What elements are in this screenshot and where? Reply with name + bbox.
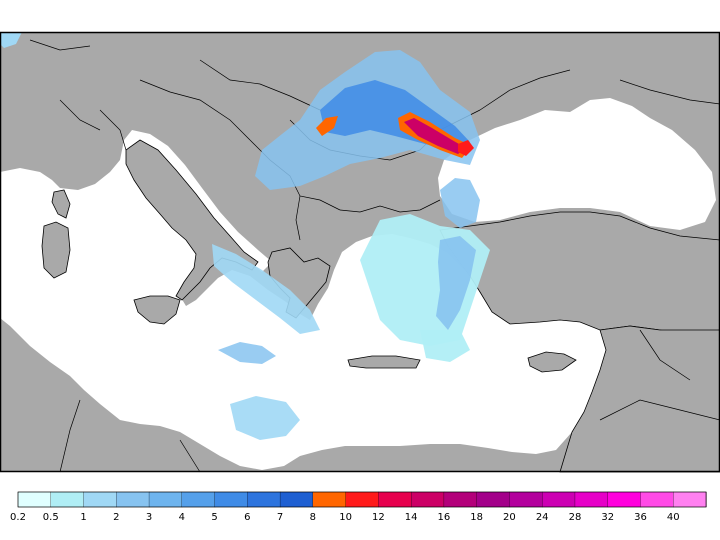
legend-swatch: [378, 491, 412, 508]
color-legend: 0.2 0.5 1 2 3 4 5 6 7 8 10 12 14 16 18 20 24 28 32 36 40: [10, 491, 707, 523]
legend-swatch: [312, 491, 347, 508]
crete-island: [347, 355, 421, 369]
legend-swatch: [673, 491, 707, 508]
legend-swatch: [181, 491, 216, 508]
legend-tick-label: 2: [113, 512, 119, 523]
precip-adriatic-ionian: [212, 244, 320, 334]
precipitation-map: [0, 31, 720, 473]
precip-libya-patch: [230, 396, 300, 440]
legend-swatch: [116, 491, 150, 508]
legend-tick-label: 32: [601, 512, 614, 523]
legend-swatch: [279, 491, 314, 508]
legend-tick-label: 6: [244, 512, 250, 523]
legend-swatch: [50, 491, 85, 508]
legend-tick-label: 0.2: [10, 512, 26, 523]
mediterranean-sea: [0, 130, 606, 470]
legend-swatch: [83, 491, 117, 508]
precip-ionian-patch: [218, 342, 276, 364]
legend-swatch: [148, 491, 183, 508]
corsica-island: [51, 189, 71, 219]
precip-romania-heavy-west: [316, 116, 338, 136]
legend-tick-label: 28: [569, 512, 582, 523]
italy-peninsula: [125, 139, 259, 301]
precip-coast-dot: [458, 140, 474, 156]
legend-swatch: [345, 491, 380, 508]
legend-tick-label: 16: [438, 512, 451, 523]
precip-aegean-medium: [436, 236, 476, 330]
legend-tick-label: 3: [146, 512, 152, 523]
legend-tick-label: 5: [211, 512, 217, 523]
precip-crete-patch: [420, 330, 470, 362]
legend-tick-label: 20: [503, 512, 516, 523]
legend-swatch: [247, 491, 281, 508]
legend-swatches: [17, 491, 707, 508]
legend-swatch: [509, 491, 543, 508]
legend-frame: [17, 491, 707, 508]
legend-tick-label: 12: [372, 512, 385, 523]
precip-blacksea-west: [440, 178, 480, 228]
legend-tick-label: 4: [179, 512, 185, 523]
precip-corner-patch: [0, 32, 22, 48]
legend-tick-label: 0.5: [43, 512, 59, 523]
legend-swatch: [443, 491, 478, 508]
legend-swatch: [214, 491, 248, 508]
legend-tick-label: 8: [310, 512, 316, 523]
legend-tick-label: 10: [339, 512, 352, 523]
black-sea: [438, 98, 716, 230]
precip-romania-heavy-east-core: [404, 118, 466, 154]
legend-swatch: [607, 491, 642, 508]
levant-coast: [559, 325, 720, 473]
legend-swatch: [542, 491, 576, 508]
legend-tick-label: 14: [405, 512, 418, 523]
sardinia-island: [41, 221, 71, 279]
legend-tick-label: 1: [80, 512, 86, 523]
legend-labels: 0.2 0.5 1 2 3 4 5 6 7 8 10 12 14 16 18 20 24 28 32 36 40: [10, 512, 680, 523]
legend-tick-label: 24: [536, 512, 549, 523]
legend-swatch: [476, 491, 511, 508]
precipitation-overlay: [0, 32, 490, 440]
legend-tick-label: 36: [634, 512, 647, 523]
legend-swatch: [640, 491, 674, 508]
legend-tick-label: 18: [470, 512, 483, 523]
legend-tick-label: 7: [277, 512, 283, 523]
cyprus-island: [527, 351, 577, 373]
legend-tick-label: 40: [667, 512, 680, 523]
legend-swatch: [17, 491, 52, 508]
legend-swatch: [410, 491, 445, 508]
legend-swatch: [574, 491, 609, 508]
sicily-island: [133, 295, 181, 325]
